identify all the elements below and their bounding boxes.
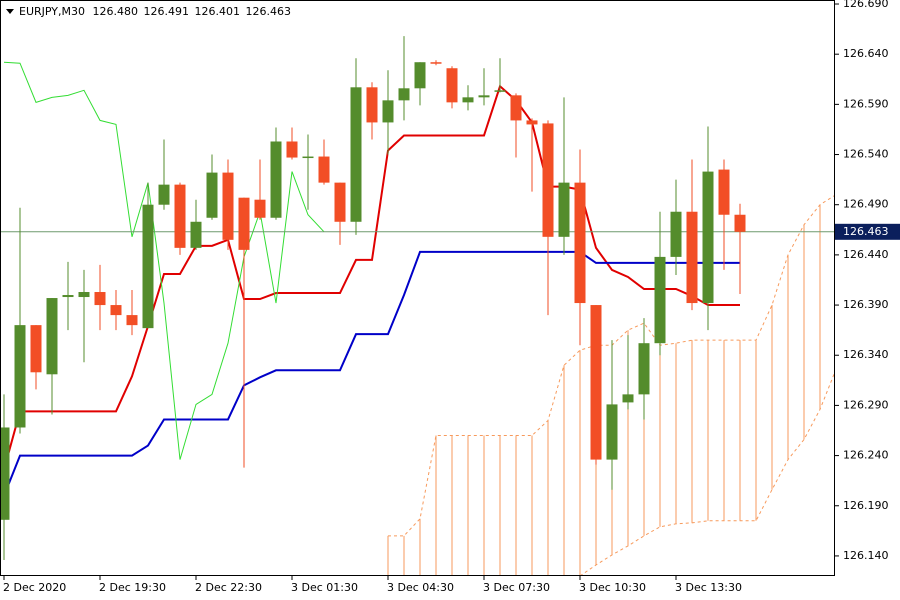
y-tick-label: 126.190 bbox=[843, 499, 889, 512]
candle-body bbox=[670, 211, 682, 257]
y-tick-label: 126.340 bbox=[843, 348, 889, 361]
candle-body bbox=[62, 295, 74, 298]
high-label: 126.491 bbox=[143, 5, 189, 18]
candle-body bbox=[158, 184, 170, 205]
candle-body bbox=[206, 172, 218, 218]
x-tick-label: 2 Dec 2020 bbox=[3, 581, 66, 594]
y-tick-label: 126.240 bbox=[843, 449, 889, 462]
x-tick-label: 3 Dec 13:30 bbox=[675, 581, 742, 594]
candle-body bbox=[622, 394, 634, 403]
y-tick-label: 126.640 bbox=[843, 47, 889, 60]
candle-body bbox=[0, 427, 10, 520]
candle-body bbox=[430, 62, 442, 64]
y-tick-label: 126.490 bbox=[843, 198, 889, 211]
candle-body bbox=[222, 172, 234, 240]
y-tick-label: 126.290 bbox=[843, 398, 889, 411]
candle-body bbox=[382, 100, 394, 123]
candle-body bbox=[606, 404, 618, 460]
candle-body bbox=[238, 197, 250, 250]
candle-body bbox=[174, 184, 186, 248]
header: EURJPY,M30 126.480 126.491 126.401 126.4… bbox=[19, 5, 291, 18]
y-tick-label: 126.690 bbox=[843, 0, 889, 10]
plot-frame bbox=[0, 0, 835, 576]
x-tick-label: 2 Dec 22:30 bbox=[195, 581, 262, 594]
candle-body bbox=[446, 68, 458, 103]
y-tick-label: 126.590 bbox=[843, 97, 889, 110]
x-tick-label: 3 Dec 07:30 bbox=[483, 581, 550, 594]
candle-body bbox=[286, 141, 298, 158]
low-label: 126.401 bbox=[194, 5, 240, 18]
candle-body bbox=[126, 315, 138, 326]
candle-body bbox=[334, 182, 346, 222]
close-label: 126.463 bbox=[245, 5, 291, 18]
x-tick-label: 3 Dec 10:30 bbox=[579, 581, 646, 594]
candle-body bbox=[478, 95, 490, 98]
plot-area bbox=[0, 36, 835, 576]
candle-body bbox=[366, 87, 378, 123]
candle-body bbox=[142, 204, 154, 329]
candle-body bbox=[542, 123, 554, 237]
symbol: EURJPY,M30 bbox=[19, 5, 85, 18]
candle-body bbox=[190, 221, 202, 248]
candle-body bbox=[734, 214, 746, 232]
candle-body bbox=[270, 141, 282, 218]
candle-body bbox=[574, 182, 586, 304]
open-label: 126.480 bbox=[92, 5, 138, 18]
candle-body bbox=[302, 156, 314, 159]
header-arrow bbox=[6, 9, 14, 14]
y-tick-label: 126.440 bbox=[843, 248, 889, 261]
candle-body bbox=[558, 182, 570, 237]
price-label: 126.463 bbox=[843, 225, 889, 238]
price-label-box bbox=[835, 223, 900, 240]
y-tick-label: 126.540 bbox=[843, 148, 889, 161]
candle-body bbox=[78, 292, 90, 298]
candle-body bbox=[702, 171, 714, 304]
candle-body bbox=[94, 292, 106, 306]
candle-body bbox=[398, 88, 410, 101]
indicator-line bbox=[3, 61, 325, 460]
indicator-line bbox=[3, 250, 740, 497]
candle-body bbox=[526, 120, 538, 125]
candle-body bbox=[718, 169, 730, 215]
candle-body bbox=[510, 95, 522, 121]
y-tick-label: 126.390 bbox=[843, 298, 889, 311]
candle-body bbox=[686, 211, 698, 304]
y-tick-label: 126.140 bbox=[843, 549, 889, 562]
candle-body bbox=[46, 298, 58, 375]
candle-body bbox=[654, 256, 666, 344]
candle-body bbox=[110, 305, 122, 316]
candle-body bbox=[318, 156, 330, 183]
indicator-line bbox=[3, 84, 740, 470]
span-line bbox=[388, 370, 835, 576]
candle-body bbox=[350, 87, 362, 222]
candle-body bbox=[462, 97, 474, 103]
candle-body bbox=[14, 325, 26, 428]
candle-body bbox=[638, 343, 650, 395]
candle-body bbox=[30, 325, 42, 373]
candle-body bbox=[494, 90, 506, 92]
candle-body bbox=[254, 199, 266, 218]
x-tick-label: 3 Dec 01:30 bbox=[291, 581, 358, 594]
x-tick-label: 2 Dec 19:30 bbox=[99, 581, 166, 594]
candle-body bbox=[414, 62, 426, 89]
candle-body bbox=[590, 305, 602, 460]
x-tick-label: 3 Dec 04:30 bbox=[387, 581, 454, 594]
